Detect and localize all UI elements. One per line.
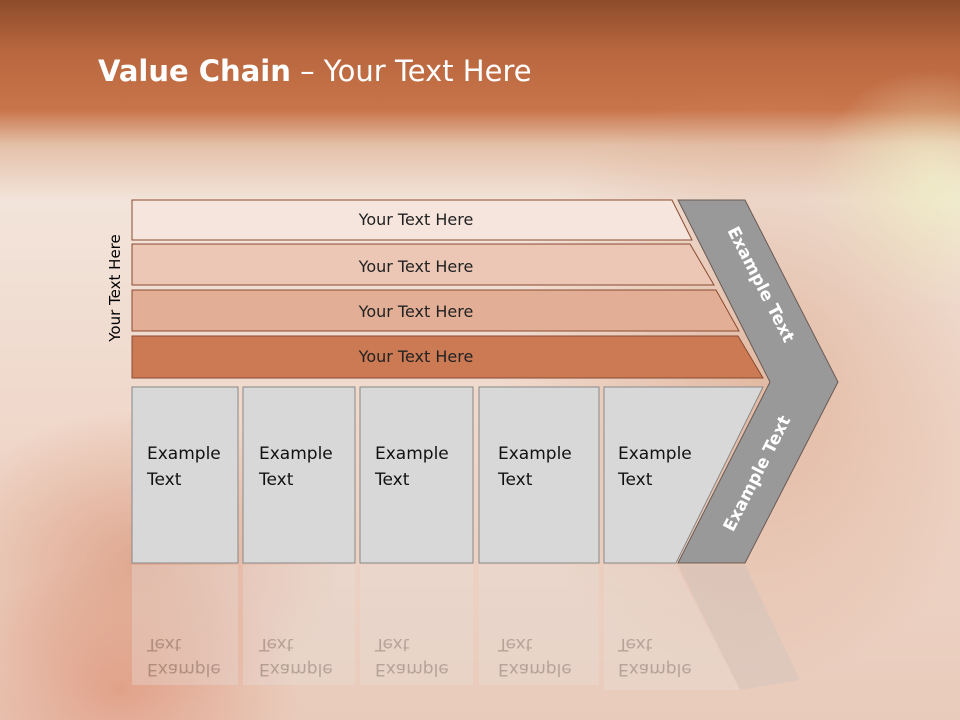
svg-text:Text: Text [146, 634, 182, 654]
box-4-line2: Text [497, 470, 533, 490]
box-2-line2: Text [258, 470, 294, 490]
box-1-line2: Text [146, 470, 182, 490]
box-1-line1: Example [147, 444, 221, 464]
bar-2-label: Your Text Here [358, 257, 474, 276]
box-5-line1: Example [618, 444, 692, 464]
svg-text:Text: Text [497, 634, 533, 654]
box-2[interactable] [242, 386, 356, 564]
box-4[interactable] [478, 386, 600, 564]
svg-text:Text: Text [258, 634, 294, 654]
bar-4[interactable] [131, 335, 764, 379]
box-1[interactable] [131, 386, 239, 564]
svg-text:Text: Text [374, 634, 410, 654]
reflection: Example Text Example Text Example Text Exam… [132, 565, 800, 690]
svg-text:Example: Example [375, 659, 449, 679]
svg-text:Example: Example [498, 659, 572, 679]
box-3[interactable] [359, 386, 474, 564]
svg-text:Example: Example [147, 659, 221, 679]
box-3-line2: Text [374, 470, 410, 490]
box-4-line1: Example [498, 444, 572, 464]
chevron[interactable] [677, 199, 839, 564]
box-3-line1: Example [375, 444, 449, 464]
bar-1-label: Your Text Here [358, 210, 474, 229]
svg-text:Text: Text [617, 634, 653, 654]
bar-1[interactable] [131, 199, 693, 241]
bar-3-label: Your Text Here [358, 302, 474, 321]
title-rest: – Your Text Here [290, 54, 532, 88]
svg-text:Example: Example [618, 659, 692, 679]
slide-title: Value Chain – Your Text Here [98, 54, 532, 88]
box-2-line1: Example [259, 444, 333, 464]
bar-3[interactable] [131, 289, 740, 332]
box-5-line2: Text [617, 470, 653, 490]
bar-4-label: Your Text Here [358, 347, 474, 366]
svg-text:Example: Example [259, 659, 333, 679]
box-5[interactable] [603, 386, 764, 564]
bar-2[interactable] [131, 243, 715, 286]
title-bold: Value Chain [98, 54, 291, 88]
